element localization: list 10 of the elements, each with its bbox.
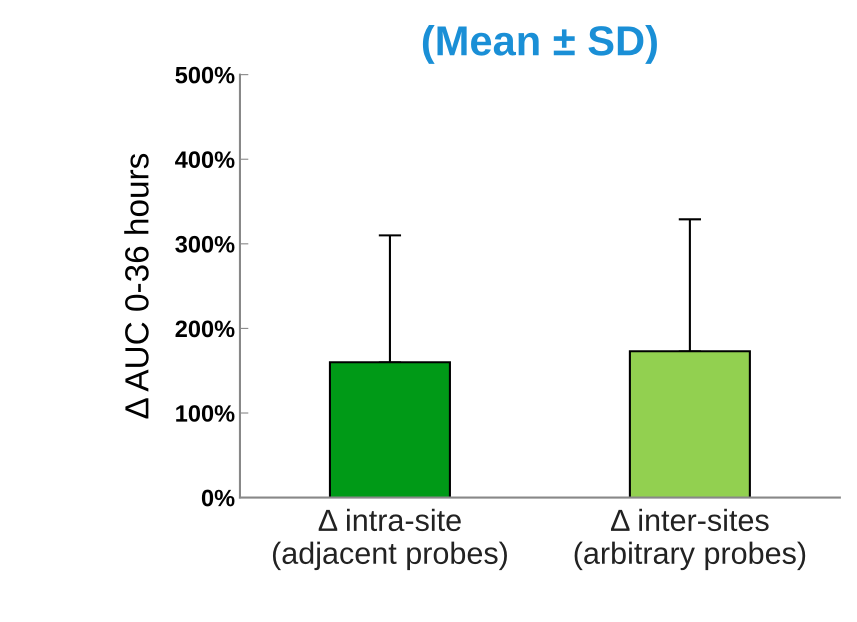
x-tick-label: Δ intra-site (adjacent probes) bbox=[272, 508, 507, 570]
y-tick-label: 300% bbox=[175, 236, 234, 253]
y-axis-title: Δ AUC 0-36 hours bbox=[124, 154, 149, 419]
y-tick-label: 400% bbox=[175, 151, 234, 168]
y-tick-label: 500% bbox=[175, 66, 234, 84]
x-tick-label: Δ inter-sites (arbitrary probes) bbox=[574, 508, 806, 570]
y-tick-label: 0% bbox=[202, 490, 234, 506]
y-tick-label: 100% bbox=[176, 405, 234, 422]
y-tick-label: 200% bbox=[176, 320, 234, 338]
chart-title: (Mean ± SD) bbox=[422, 25, 657, 64]
